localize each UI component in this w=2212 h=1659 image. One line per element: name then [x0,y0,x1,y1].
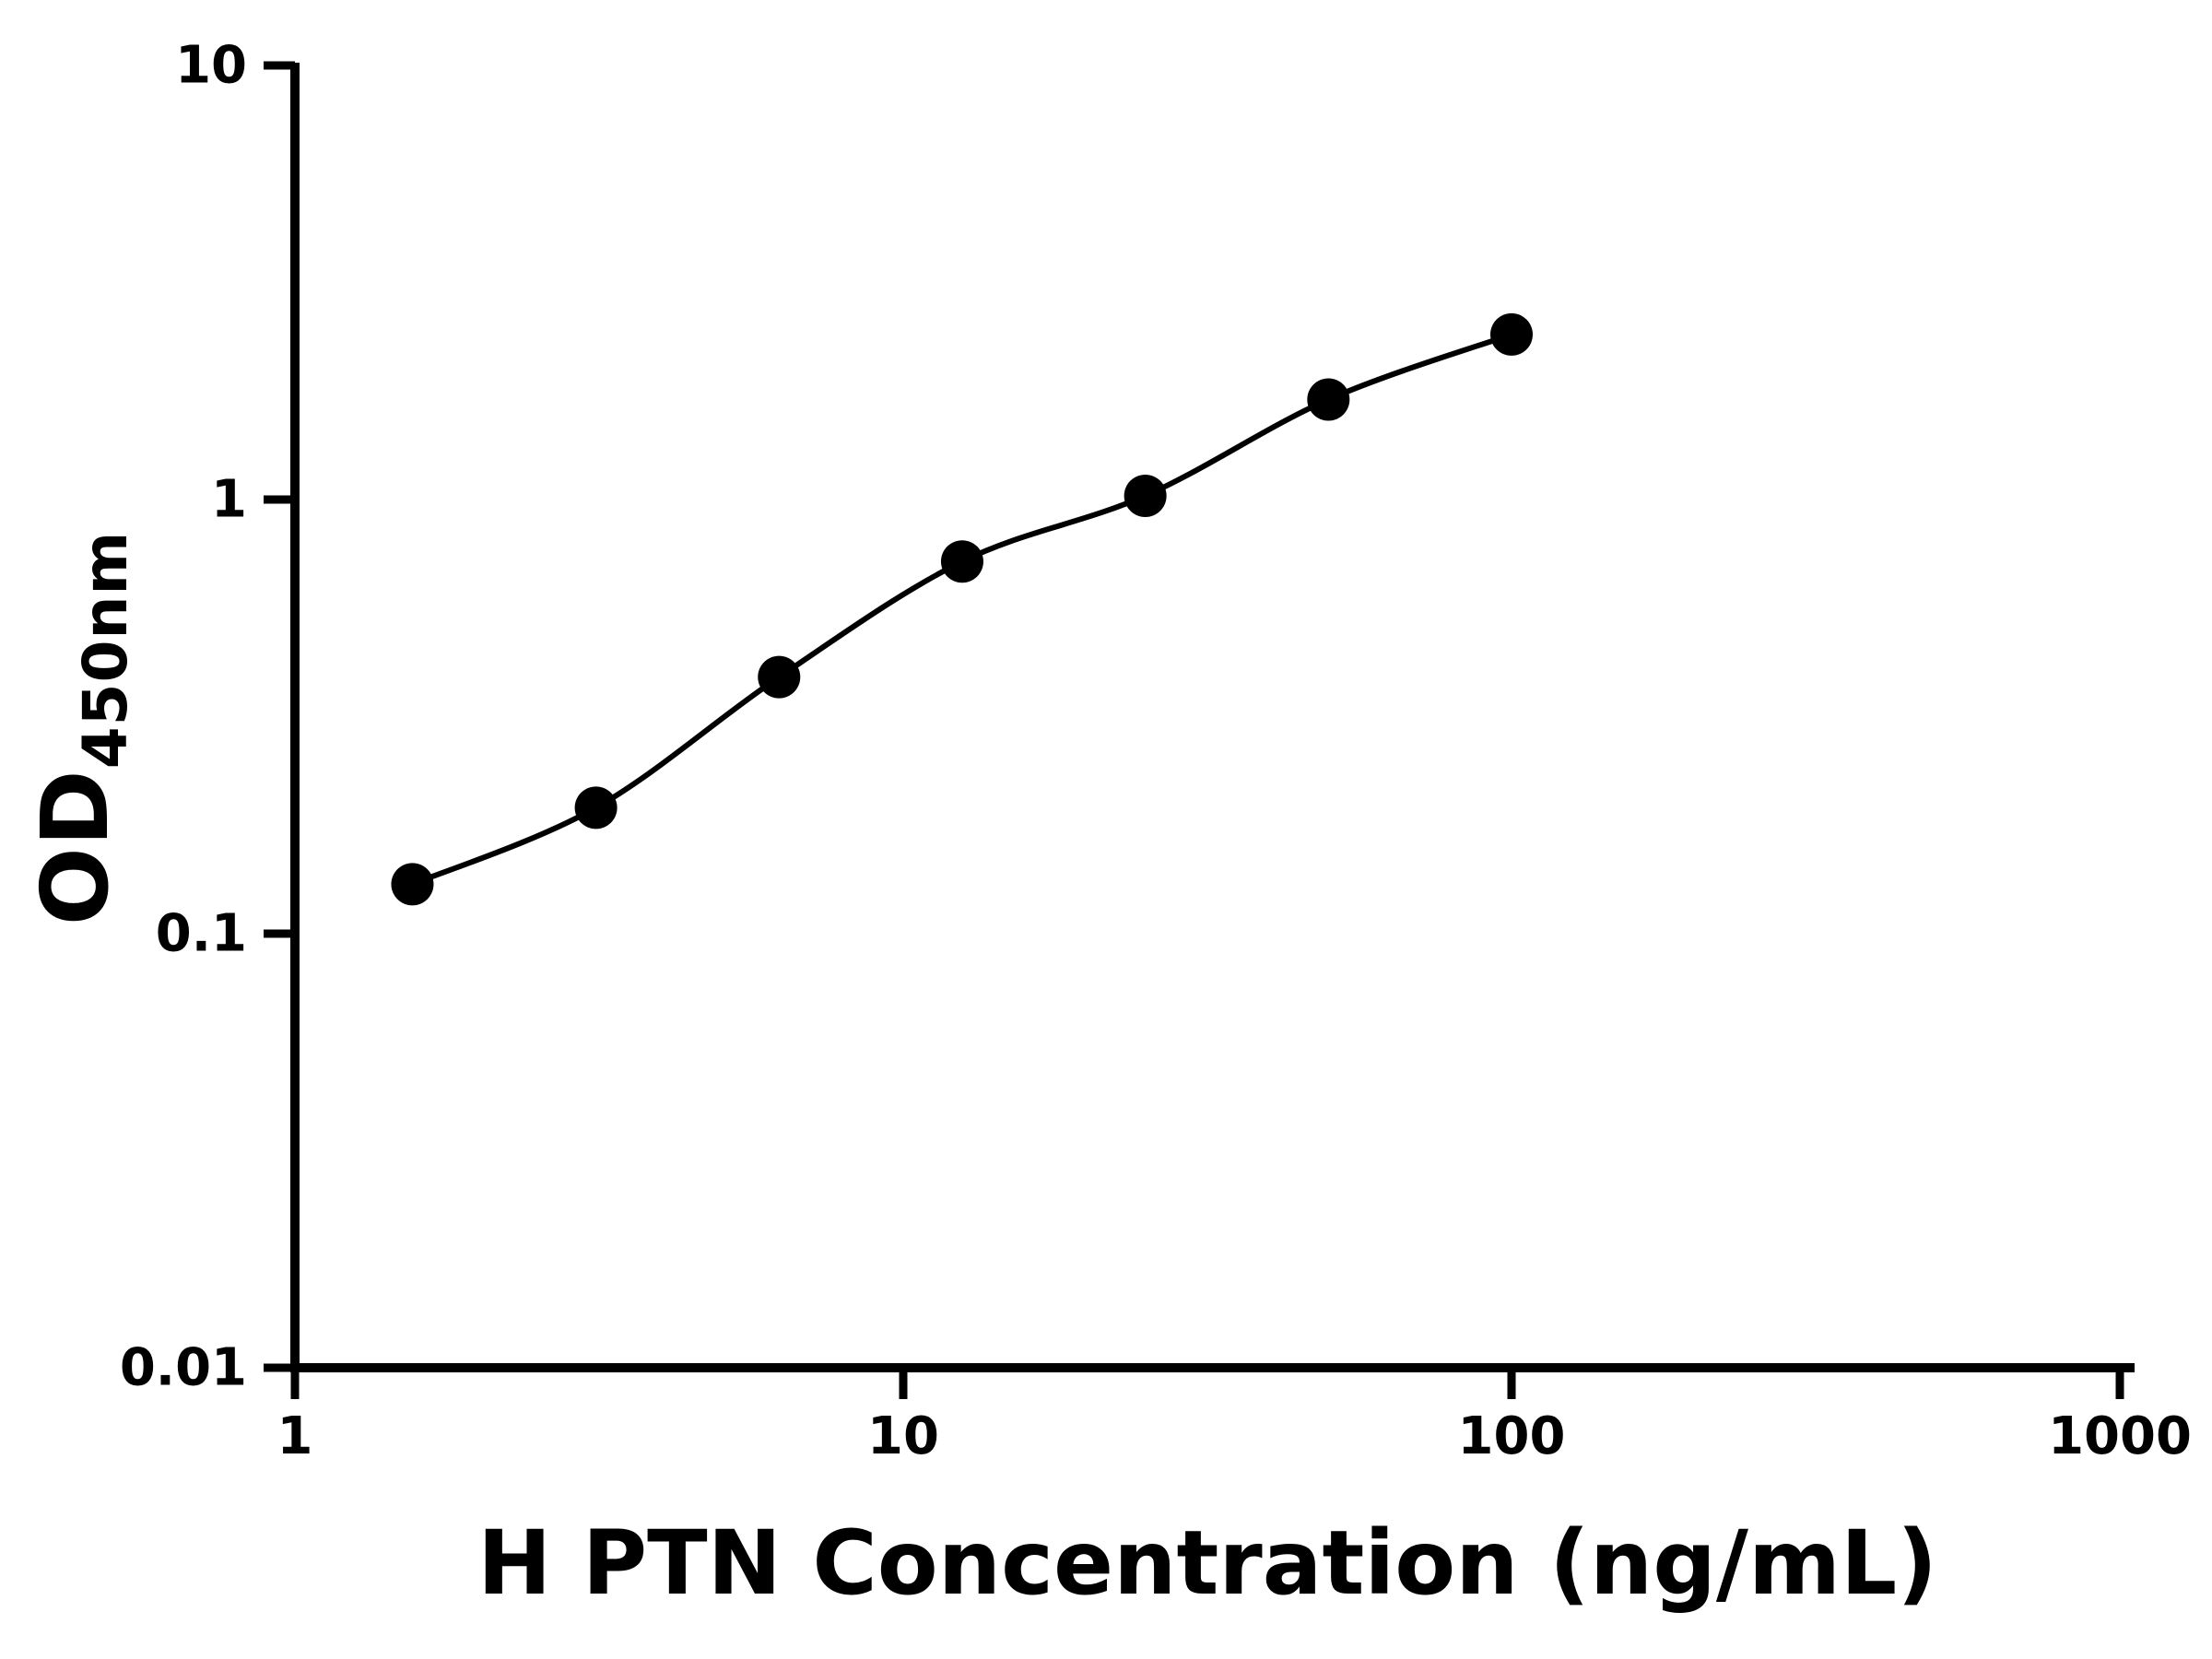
data-point [1124,474,1167,517]
x-axis-tick-label: 1000 [2048,1406,2192,1466]
y-axis-tick-label: 1 [211,470,247,530]
y-axis-tick-label: 0.01 [120,1338,247,1398]
x-axis-tick-label: 1 [277,1406,313,1466]
data-point [1490,312,1533,356]
data-point [758,655,801,699]
data-point [1307,378,1350,421]
axis-spines [290,63,2135,1372]
data-point [391,863,434,906]
x-axis-tick-label: 10 [867,1406,939,1466]
data-point [574,786,618,830]
y-axis-tick-label: 10 [175,36,247,96]
x-axis-tick-label: 100 [1458,1406,1566,1466]
y-axis-title-sub: 450nm [70,530,141,770]
y-axis-tick-label: 0.1 [156,904,247,964]
y-axis-title-main: OD [21,769,129,926]
y-axis-title: OD450nm [21,531,141,926]
data-point [940,540,983,583]
x-axis-title: H PTN Concentration (ng/mL) [477,1512,1938,1615]
